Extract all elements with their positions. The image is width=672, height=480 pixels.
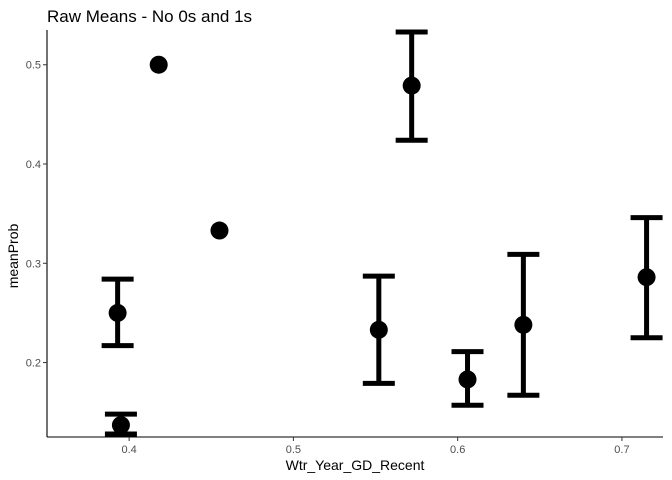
- data-point: [458, 370, 477, 389]
- x-tick-label: 0.7: [614, 444, 629, 456]
- x-tick-label: 0.4: [121, 444, 136, 456]
- x-tick-label: 0.5: [286, 444, 301, 456]
- y-tick-label: 0.2: [26, 358, 41, 370]
- x-axis: 0.4 0.5 0.6 0.7: [47, 436, 663, 456]
- data-point: [637, 268, 656, 287]
- y-axis: 0.2 0.3 0.4 0.5: [26, 30, 48, 437]
- data-point: [369, 320, 388, 339]
- data-point: [514, 315, 533, 334]
- plot-area: [101, 29, 663, 437]
- x-tick-label: 0.6: [450, 444, 465, 456]
- data-point: [108, 303, 127, 322]
- data-point: [149, 55, 168, 74]
- x-axis-title: Wtr_Year_GD_Recent: [286, 457, 425, 473]
- y-tick-label: 0.4: [26, 159, 41, 171]
- data-point: [210, 221, 229, 240]
- y-axis-title: meanProb: [5, 223, 21, 288]
- chart-title: Raw Means - No 0s and 1s: [47, 7, 252, 26]
- data-point: [402, 76, 421, 95]
- y-tick-label: 0.5: [26, 60, 41, 72]
- data-point: [111, 416, 130, 435]
- y-tick-label: 0.3: [26, 258, 41, 270]
